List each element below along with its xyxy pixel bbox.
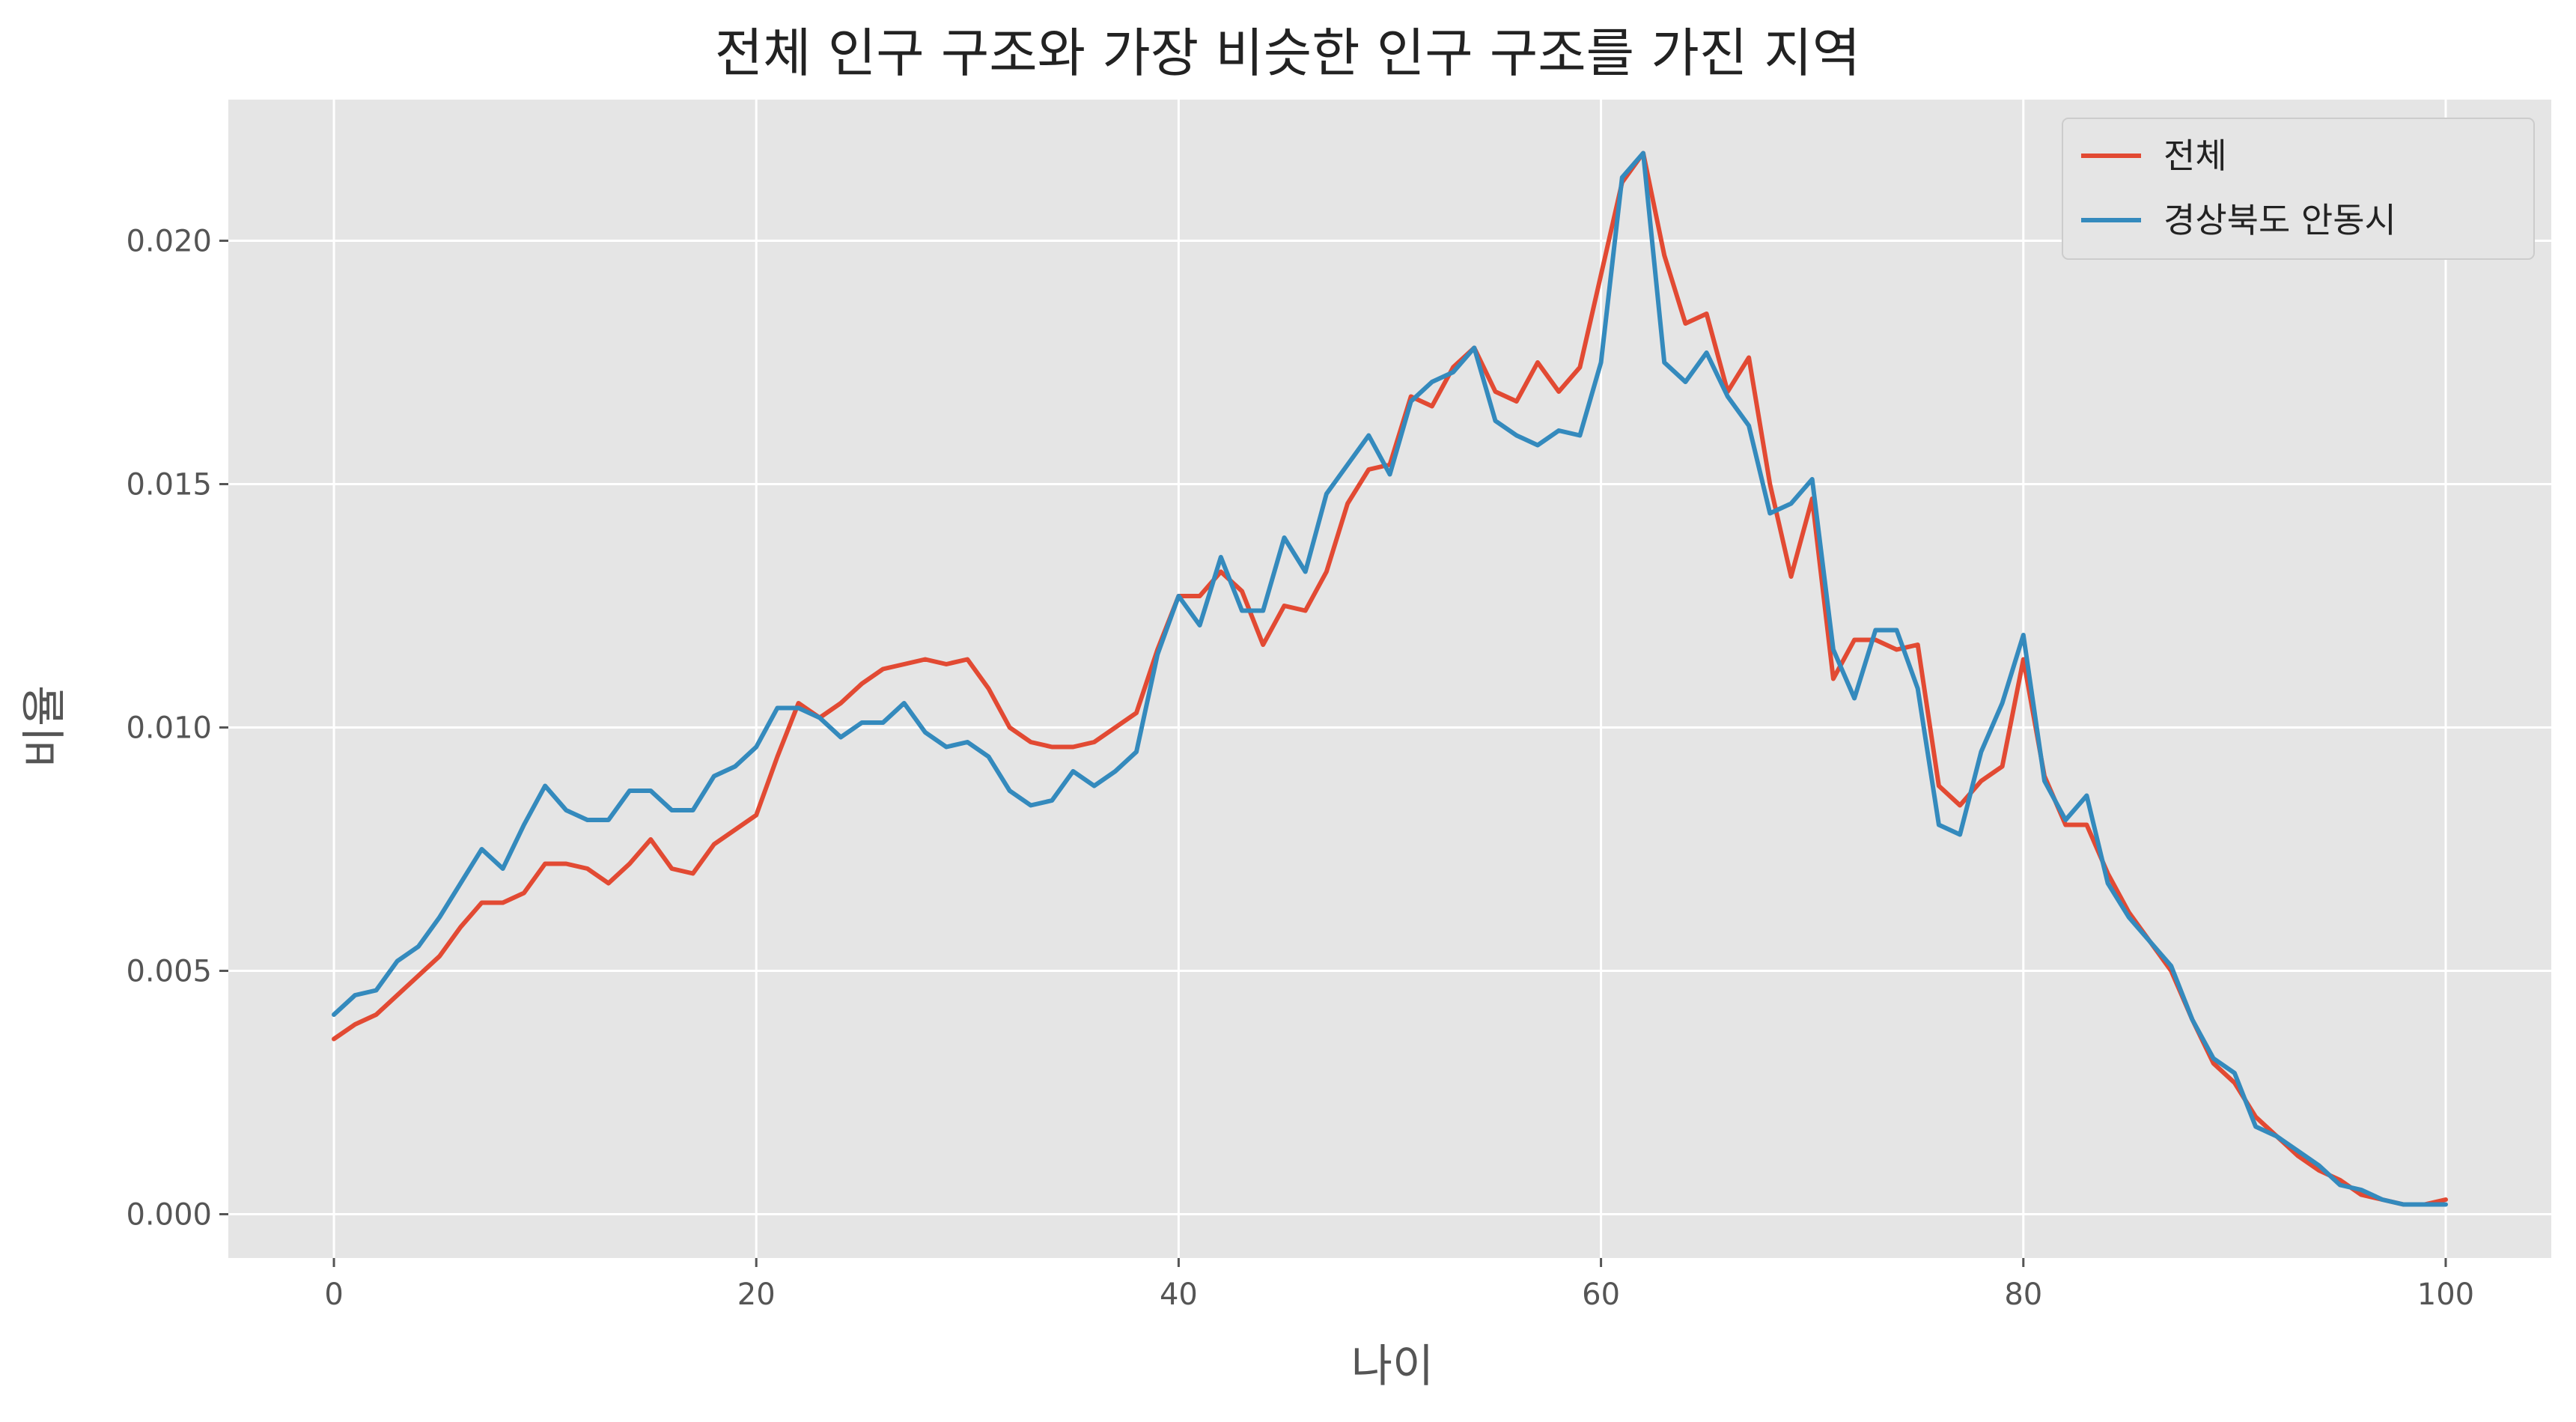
plot-area	[228, 100, 2551, 1258]
legend-label: 경상북도 안동시	[2164, 200, 2396, 240]
x-tick-label: 100	[2417, 1277, 2474, 1312]
y-tick-label: 0.010	[126, 711, 212, 746]
chart-title: 전체 인구 구조와 가장 비슷한 인구 구조를 가진 지역	[715, 22, 1860, 84]
y-tick-label: 0.020	[126, 225, 212, 259]
x-tick-label: 40	[1160, 1277, 1198, 1312]
x-axis-label: 나이	[1351, 1340, 1434, 1393]
legend-box	[2062, 118, 2535, 260]
x-tick-label: 80	[2004, 1277, 2042, 1312]
y-axis-label: 비율	[19, 685, 71, 768]
x-axis-ticks: 0 20 40 60 80 100	[324, 1258, 2474, 1312]
x-tick-label: 0	[324, 1277, 343, 1312]
x-tick-label: 20	[737, 1277, 776, 1312]
series-lines	[332, 151, 2448, 1207]
y-tick-label: 0.015	[126, 468, 212, 502]
y-tick-label: 0.005	[126, 955, 212, 989]
y-axis-ticks: 0.000 0.005 0.010 0.015 0.020	[126, 225, 228, 1233]
legend-label: 전체	[2164, 136, 2227, 176]
series-line-0	[332, 151, 2448, 1207]
y-tick-label: 0.000	[126, 1198, 212, 1233]
grid-lines	[228, 100, 2551, 1258]
x-tick-label: 60	[1582, 1277, 1620, 1312]
series-line-1	[332, 151, 2448, 1207]
